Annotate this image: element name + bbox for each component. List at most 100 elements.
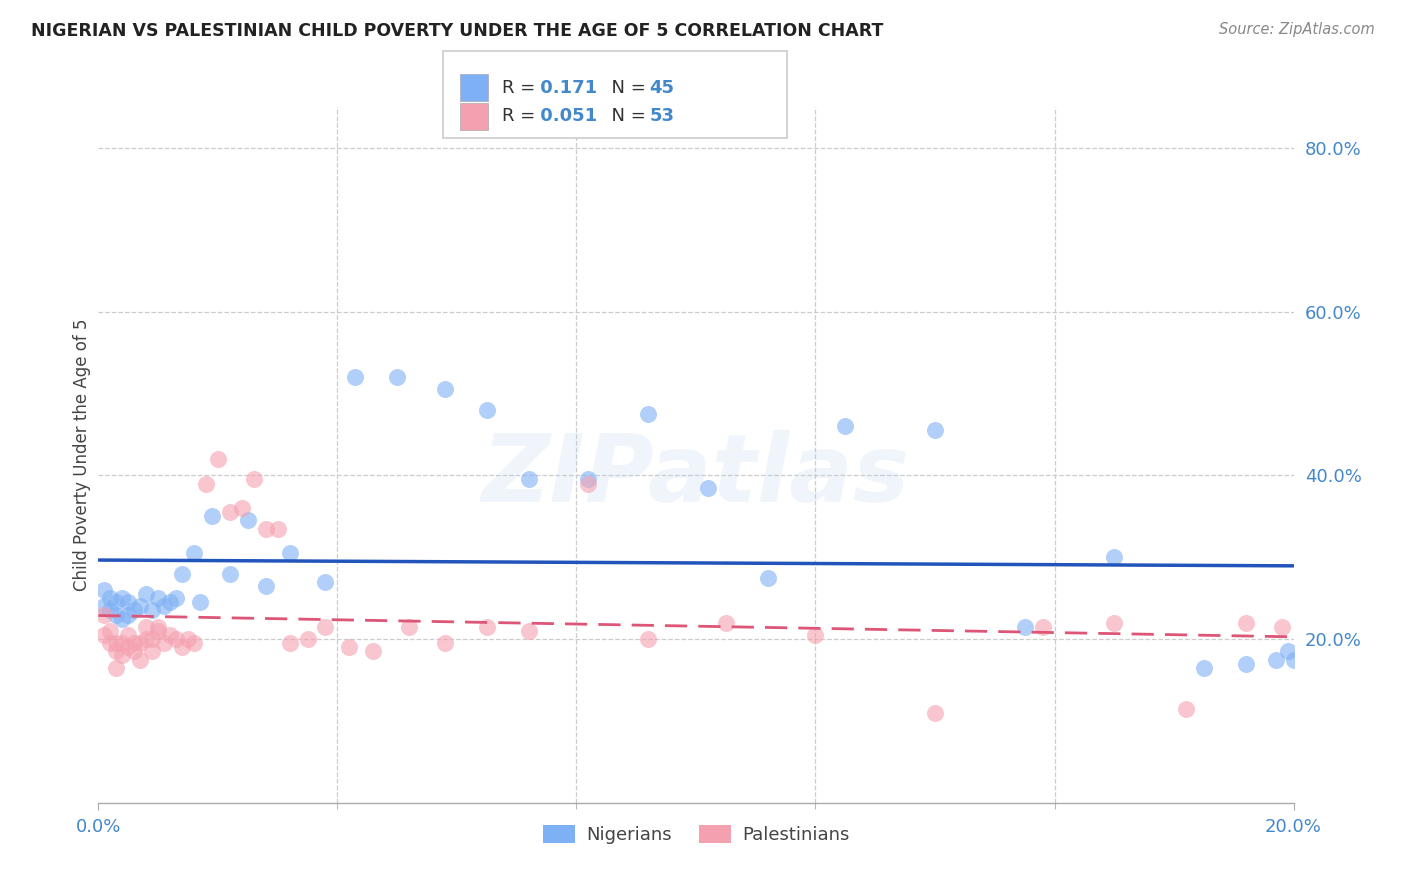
Text: N =: N = [600,78,652,96]
Point [98,603,122,617]
Point [834,419,856,434]
Point [129,652,152,666]
Point [517,473,540,487]
Point [111,648,134,663]
Point [207,452,229,467]
Point [172,566,194,581]
Point [129,599,152,614]
Point [924,706,946,720]
Point [398,620,420,634]
Point [135,587,157,601]
Point [98,636,122,650]
Point [236,513,259,527]
Point [93,628,115,642]
Point [385,370,409,384]
Point [278,636,301,650]
Point [188,595,211,609]
Y-axis label: Child Poverty Under the Age of 5: Child Poverty Under the Age of 5 [73,318,91,591]
Text: N =: N = [600,107,652,126]
Point [172,640,194,655]
Point [98,624,122,638]
Point [475,403,498,417]
Point [219,505,242,519]
Point [254,579,277,593]
Point [195,476,218,491]
Point [475,620,498,634]
Point [714,615,737,630]
Point [231,501,253,516]
Point [363,644,385,658]
Point [434,636,457,650]
Point [148,624,170,638]
Point [578,473,600,487]
Point [578,476,600,491]
Point [111,612,134,626]
Point [165,591,187,606]
Point [201,509,224,524]
Point [637,632,659,646]
Point [1032,620,1054,634]
Point [1264,652,1286,666]
Point [1277,644,1299,658]
Point [153,636,176,650]
Point [1282,652,1305,666]
Point [434,383,457,397]
Point [344,370,367,384]
Point [105,595,128,609]
Point [697,481,720,495]
Point [219,566,242,581]
Point [637,407,659,421]
Point [756,571,779,585]
Point [111,636,134,650]
Text: R =: R = [502,107,541,126]
Text: 45: 45 [650,78,675,96]
Point [117,640,139,655]
Point [111,591,134,606]
Point [98,591,122,606]
Point [517,624,540,638]
Point [1234,657,1257,671]
Point [278,546,301,560]
Point [1104,615,1126,630]
Point [105,644,128,658]
Point [177,632,200,646]
Point [183,636,205,650]
Point [135,632,157,646]
Point [148,591,170,606]
Point [93,599,115,614]
Point [141,632,163,646]
Point [105,607,128,622]
Point [153,599,176,614]
Point [1175,701,1198,715]
Text: NIGERIAN VS PALESTINIAN CHILD POVERTY UNDER THE AGE OF 5 CORRELATION CHART: NIGERIAN VS PALESTINIAN CHILD POVERTY UN… [31,22,883,40]
Text: R =: R = [502,78,541,96]
Point [135,620,157,634]
Point [315,574,337,589]
Point [1271,620,1294,634]
Point [93,582,115,597]
Text: 0.051: 0.051 [534,107,598,126]
Point [1234,615,1257,630]
Point [148,620,170,634]
Point [297,632,319,646]
Point [93,607,115,622]
Point [124,603,146,617]
Point [924,423,946,437]
Point [159,595,181,609]
Point [183,546,205,560]
Legend: Nigerians, Palestinians: Nigerians, Palestinians [533,815,859,853]
Point [1104,550,1126,565]
Point [267,522,290,536]
Point [315,620,337,634]
Point [105,661,128,675]
Point [129,636,152,650]
Point [165,632,187,646]
Point [124,636,146,650]
Point [804,628,827,642]
Point [159,628,181,642]
Point [105,636,128,650]
Point [243,473,266,487]
Point [117,607,139,622]
Point [141,644,163,658]
Text: ZIPatlas: ZIPatlas [482,430,910,522]
